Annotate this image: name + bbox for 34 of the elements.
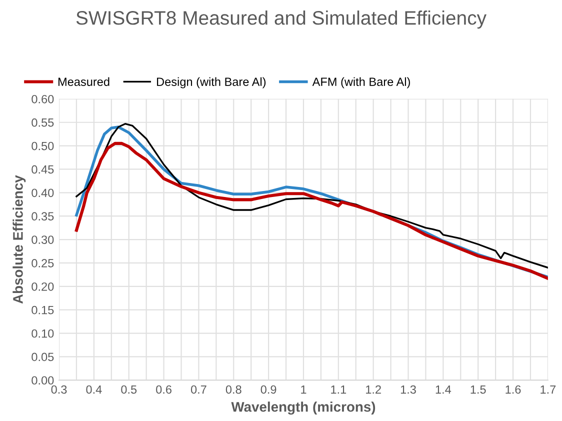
y-tick-label: 0.40 bbox=[32, 188, 54, 198]
x-tick-label: 1.3 bbox=[400, 385, 416, 394]
legend-label: Measured bbox=[58, 77, 110, 86]
x-tick-label: 1 bbox=[301, 385, 306, 394]
x-tick-label: 1.4 bbox=[436, 385, 452, 394]
x-tick-label: 0.4 bbox=[86, 385, 102, 394]
y-tick-label: 0.00 bbox=[32, 376, 54, 385]
x-tick-label: 0.6 bbox=[156, 385, 172, 394]
y-tick-label: 0.60 bbox=[32, 94, 54, 104]
y-tick-label: 0.35 bbox=[32, 212, 54, 221]
y-tick-label: 0.20 bbox=[32, 282, 54, 291]
x-axis-title: Wavelength (microns) bbox=[231, 402, 376, 415]
x-tick-label: 0.8 bbox=[226, 385, 242, 394]
y-tick-label: 0.30 bbox=[32, 236, 54, 244]
x-tick-label: 0.9 bbox=[260, 385, 276, 394]
x-tick-label: 1.7 bbox=[540, 385, 556, 394]
y-tick-label: 0.25 bbox=[32, 259, 54, 268]
x-tick-label: 1.5 bbox=[470, 385, 486, 394]
x-tick-label: 1.6 bbox=[506, 385, 521, 394]
chart-title: SWISGRT8 Measured and Simulated Efficiency bbox=[76, 10, 487, 29]
y-tick-label: 0.15 bbox=[32, 306, 54, 314]
x-tick-label: 0.7 bbox=[190, 385, 206, 394]
y-tick-label: 0.05 bbox=[32, 352, 54, 362]
legend-label: Design (with Bare Al) bbox=[157, 77, 266, 88]
x-tick-label: 1.2 bbox=[366, 385, 381, 394]
y-tick-label: 0.45 bbox=[32, 165, 54, 174]
x-tick-label: 0.3 bbox=[51, 385, 67, 394]
y-axis-title: Absolute Efficiency bbox=[12, 175, 26, 304]
x-tick-label: 1.1 bbox=[331, 385, 346, 394]
y-tick-label: 0.50 bbox=[32, 142, 54, 150]
x-tick-label: 0.5 bbox=[121, 385, 137, 394]
legend-label: AFM (with Bare Al) bbox=[312, 77, 410, 88]
y-tick-label: 0.10 bbox=[32, 329, 54, 338]
y-tick-label: 0.55 bbox=[32, 118, 54, 127]
